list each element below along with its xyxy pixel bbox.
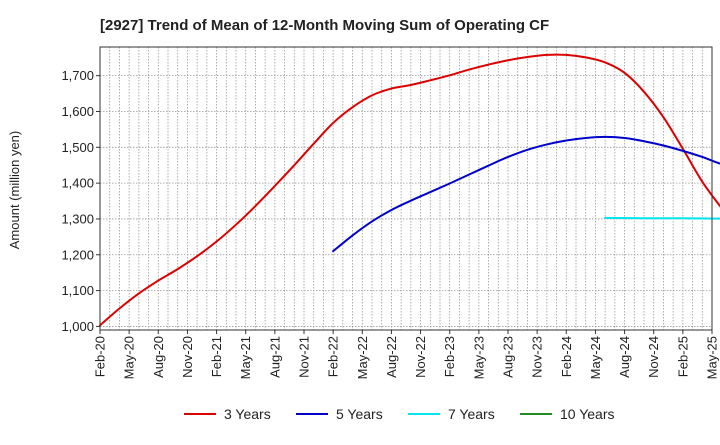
- x-tick-label: Nov-22: [413, 336, 428, 378]
- series-line-7-years: [604, 216, 720, 220]
- x-tick-label: May-22: [355, 336, 370, 379]
- x-tick-label: Nov-23: [530, 336, 545, 378]
- y-axis-ticks: 1,000 1,100 1,200 1,300 1,400 1,500 1,600 1,700: [61, 68, 100, 334]
- x-tick-label: Aug-21: [267, 336, 282, 378]
- x-tick-label: May-21: [238, 336, 253, 379]
- y-tick-label: 1,300: [61, 211, 94, 226]
- legend-label: 7 Years: [448, 406, 495, 422]
- x-tick-label: Feb-25: [675, 336, 690, 377]
- y-tick-label: 1,100: [61, 283, 94, 298]
- legend-label: 10 Years: [560, 406, 615, 422]
- x-axis-ticks: Feb-20 May-20 Aug-20 Nov-20 Feb-21 May-21 Aug-…: [93, 330, 720, 379]
- y-tick-label: 1,600: [61, 104, 94, 119]
- series-lines: [99, 53, 720, 327]
- x-tick-label: Feb-22: [326, 336, 341, 377]
- x-tick-label: Nov-24: [646, 336, 661, 378]
- x-tick-label: Aug-23: [501, 336, 516, 378]
- x-tick-label: May-24: [588, 336, 603, 379]
- legend: 3 Years 5 Years 7 Years 10 Years: [184, 406, 615, 422]
- x-tick-label: Feb-23: [442, 336, 457, 377]
- plot-frame: [99, 46, 713, 331]
- y-tick-label: 1,700: [61, 68, 94, 83]
- x-tick-label: Aug-22: [384, 336, 399, 378]
- x-tick-label: Feb-21: [209, 336, 224, 377]
- legend-label: 3 Years: [224, 406, 271, 422]
- chart-title: [2927] Trend of Mean of 12-Month Moving …: [100, 17, 549, 34]
- x-tick-label: Aug-24: [617, 336, 632, 378]
- y-tick-label: 1,200: [61, 247, 94, 262]
- x-tick-label: Feb-24: [559, 336, 574, 377]
- legend-item-3-years: 3 Years: [184, 406, 271, 422]
- legend-item-5-years: 5 Years: [296, 406, 383, 422]
- series-line-5-years: [332, 135, 720, 253]
- plot-area: [100, 47, 712, 330]
- y-tick-label: 1,500: [61, 140, 94, 155]
- x-tick-label: Nov-21: [297, 336, 312, 378]
- y-axis-label: Amount (million yen): [7, 131, 22, 250]
- y-tick-label: 1,400: [61, 176, 94, 191]
- x-tick-label: Nov-20: [180, 336, 195, 378]
- legend-item-7-years: 7 Years: [408, 406, 495, 422]
- grid: [100, 47, 712, 330]
- x-tick-label: Feb-20: [93, 336, 108, 377]
- y-tick-label: 1,000: [61, 319, 94, 334]
- x-tick-label: May-23: [471, 336, 486, 379]
- series-line-3-years: [99, 53, 720, 327]
- x-tick-label: Aug-20: [151, 336, 166, 378]
- x-tick-label: May-20: [122, 336, 137, 379]
- legend-label: 5 Years: [336, 406, 383, 422]
- legend-item-10-years: 10 Years: [520, 406, 615, 422]
- x-tick-label: May-25: [705, 336, 720, 379]
